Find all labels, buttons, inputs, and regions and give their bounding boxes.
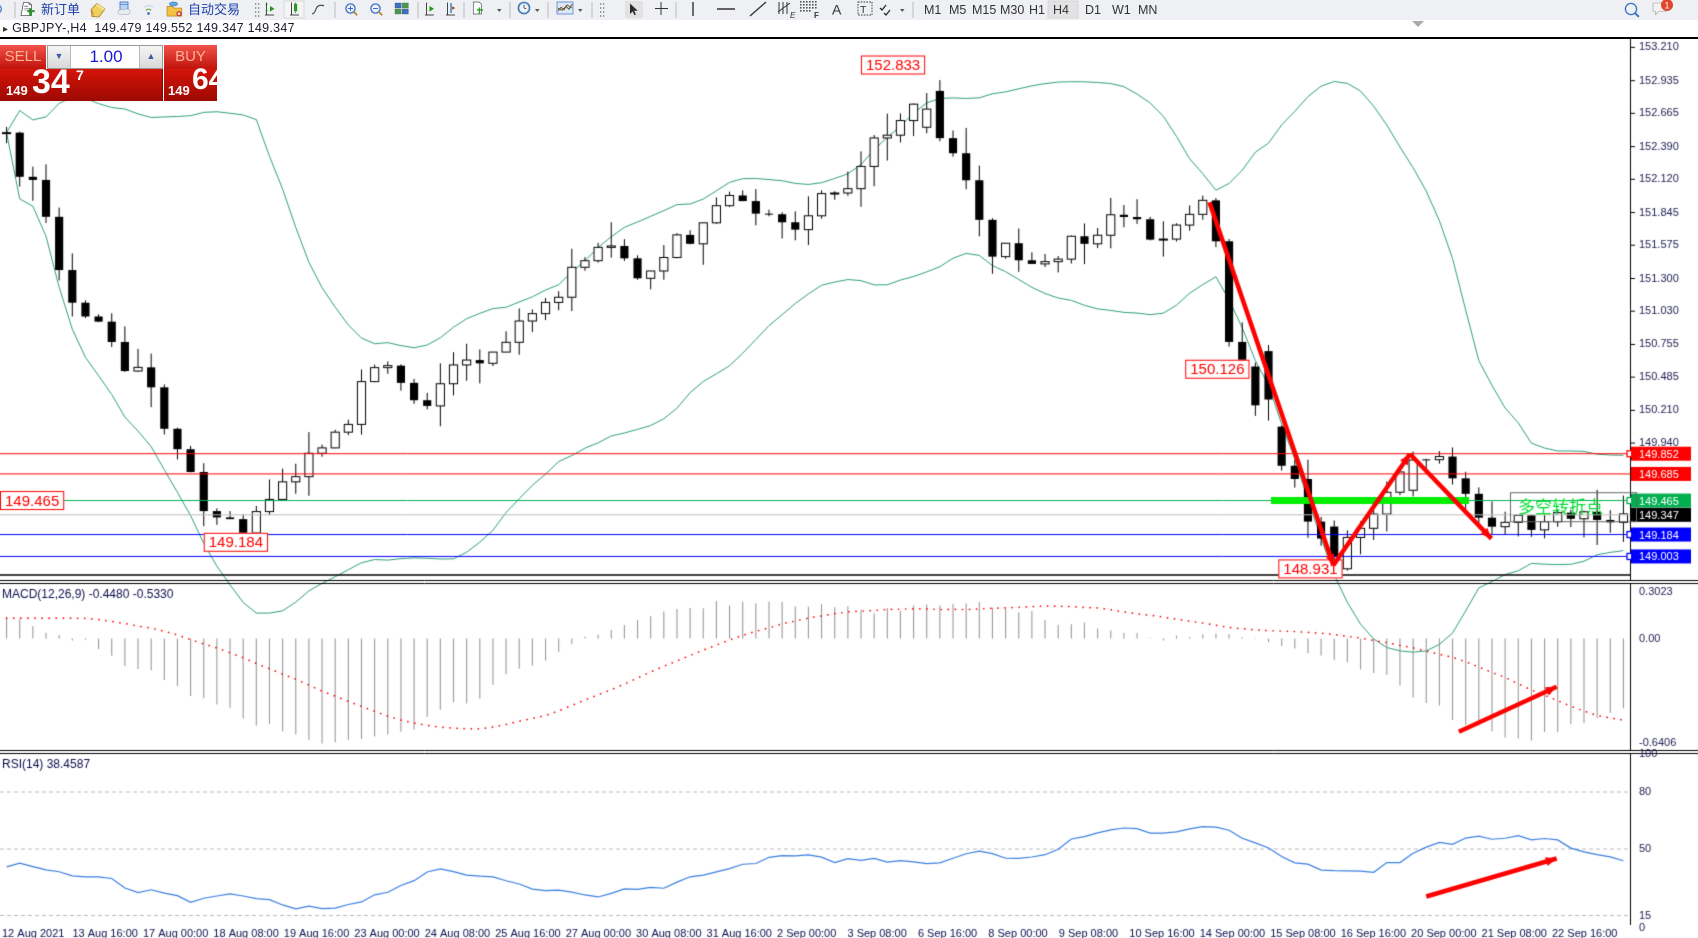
svg-text:A: A <box>832 2 842 18</box>
svg-text:M1: M1 <box>924 3 941 17</box>
svg-text:自动交易: 自动交易 <box>188 2 240 17</box>
svg-text:MN: MN <box>1138 3 1157 17</box>
svg-text:M30: M30 <box>1000 3 1024 17</box>
svg-text:M15: M15 <box>972 3 996 17</box>
svg-text:T: T <box>860 4 867 16</box>
svg-text:H1: H1 <box>1029 3 1045 17</box>
svg-text:E: E <box>790 11 796 20</box>
svg-text:W1: W1 <box>1112 3 1131 17</box>
svg-text:D1: D1 <box>1085 3 1101 17</box>
svg-text:新订单: 新订单 <box>41 2 80 17</box>
svg-text:M5: M5 <box>949 3 966 17</box>
svg-text:1: 1 <box>1664 0 1669 10</box>
svg-text:F: F <box>814 11 819 20</box>
svg-text:H4: H4 <box>1053 3 1069 17</box>
